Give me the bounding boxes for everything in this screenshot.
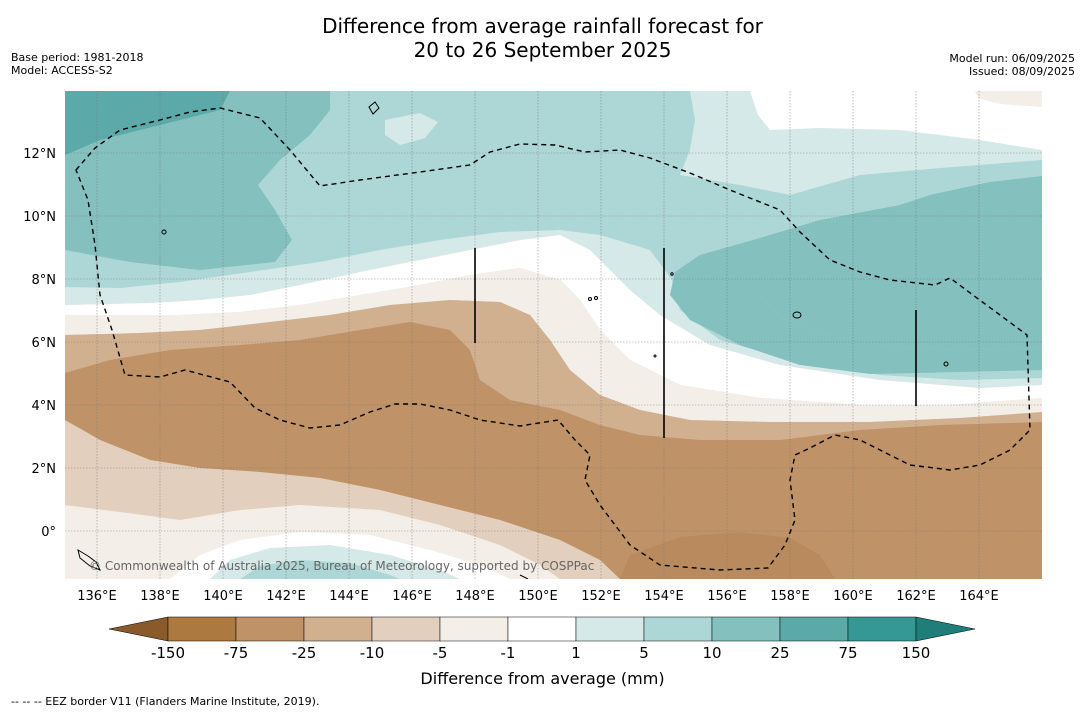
x-tick-label: 146°E [392,589,432,604]
model-run-info: Model run: 06/09/2025 Issued: 08/09/2025 [949,52,1075,78]
band-light-teal-patch [385,113,438,145]
y-axis-ticks: 12°N 10°N 8°N 6°N 4°N 2°N 0° [23,147,56,540]
colorbar-swatch [371,616,441,642]
colorbar-tick-label: -25 [292,644,317,662]
x-tick-label: 138°E [140,589,180,604]
x-tick-label: 162°E [896,589,936,604]
y-tick-label: 0° [41,525,56,540]
boundary-lines [474,248,917,438]
colorbar-swatch [643,616,713,642]
band-pale-brown [65,268,1042,422]
colorbar-tick-label: -75 [224,644,249,662]
colorbar-tick-label: 25 [770,644,789,662]
model-run: Model run: 06/09/2025 [949,52,1075,65]
eez-legend-note: -- -- -- EEZ border V11 (Flanders Marine… [11,695,320,708]
band-deep-brown [65,322,1042,579]
colorbar-tick-label: -1 [501,644,516,662]
colorbar-swatch [303,616,373,642]
band-pale-brown-top-right [975,91,1042,107]
x-tick-label: 144°E [329,589,369,604]
band-light-teal-south [240,560,400,579]
x-tick-label: 142°E [266,589,306,604]
band-white-top-right [750,91,1042,150]
colorbar-tick-label: -5 [433,644,448,662]
colorbar-arrow-low [108,616,169,642]
map-title: Difference from average rainfall forecas… [0,14,1085,62]
band-deep-teal-east-core [760,176,1042,350]
colorbar-swatch [847,616,917,642]
x-tick-label: 140°E [203,589,243,604]
y-tick-label: 8°N [32,273,57,288]
colorbar-swatch [507,616,577,642]
colorbar-swatch [711,616,781,642]
colorbar-swatch [575,616,645,642]
band-white [65,235,1042,405]
colorbar-swatch [439,616,509,642]
x-tick-label: 164°E [959,589,999,604]
map-field [65,91,1042,579]
y-tick-label: 12°N [23,147,56,162]
title-line-2: 20 to 26 September 2025 [413,38,672,62]
model-name: Model: ACCESS-S2 [11,64,113,77]
colorbar-swatch [235,616,305,642]
colorbar-tick-label: 1 [571,644,581,662]
x-tick-label: 154°E [644,589,684,604]
x-tick-label: 158°E [770,589,810,604]
colorbar-tick-label: -10 [360,644,385,662]
colorbar-arrow-high [915,616,976,642]
base-period-info: Base period: 1981-2018 Model: ACCESS-S2 [11,51,143,77]
issued-date: Issued: 08/09/2025 [968,65,1075,78]
base-period: Base period: 1981-2018 [11,51,144,64]
y-tick-label: 10°N [23,210,56,225]
x-tick-label: 148°E [455,589,495,604]
copyright-text: © Commonwealth of Australia 2025, Bureau… [89,559,594,573]
band-darker-brown-south [620,532,835,579]
colorbar-tick-label: 75 [838,644,857,662]
colorbar-tick-label: -150 [151,644,185,662]
y-tick-label: 2°N [32,462,57,477]
y-tick-label: 6°N [32,336,57,351]
x-tick-label: 156°E [707,589,747,604]
colorbar-tick-label: 10 [702,644,721,662]
x-tick-label: 150°E [518,589,558,604]
eez-border [75,107,1031,571]
band-mid-teal [65,91,330,270]
x-tick-label: 160°E [833,589,873,604]
x-tick-label: 136°E [77,589,117,604]
title-line-1: Difference from average rainfall forecas… [322,14,763,38]
colorbar: -150 -75 -25 -10 -5 -1 1 5 10 25 75 150 [108,616,976,662]
colorbar-swatch [779,616,849,642]
colorbar-tick-label: 150 [902,644,931,662]
colorbar-label: Difference from average (mm) [420,669,665,688]
colorbar-tick-label: 5 [639,644,649,662]
colorbar-swatch [167,616,237,642]
y-tick-label: 4°N [32,399,57,414]
x-tick-label: 152°E [581,589,621,604]
x-axis-ticks: 136°E 138°E 140°E 142°E 144°E 146°E 148°E 150°E… [77,589,999,604]
band-deep-teal [65,91,230,155]
coastlines [77,101,949,579]
